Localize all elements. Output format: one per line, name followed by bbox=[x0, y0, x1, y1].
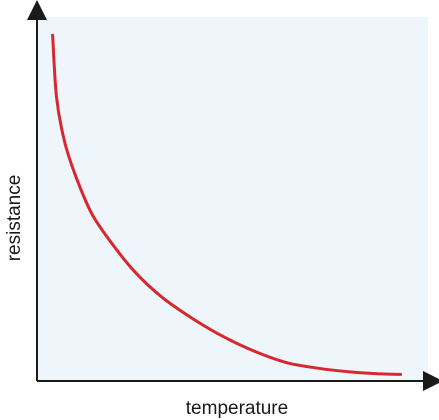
x-axis-title: temperature bbox=[186, 398, 288, 419]
plot-area bbox=[37, 17, 428, 381]
series-curve bbox=[51, 33, 403, 376]
y-axis-title: resistance bbox=[4, 175, 25, 262]
